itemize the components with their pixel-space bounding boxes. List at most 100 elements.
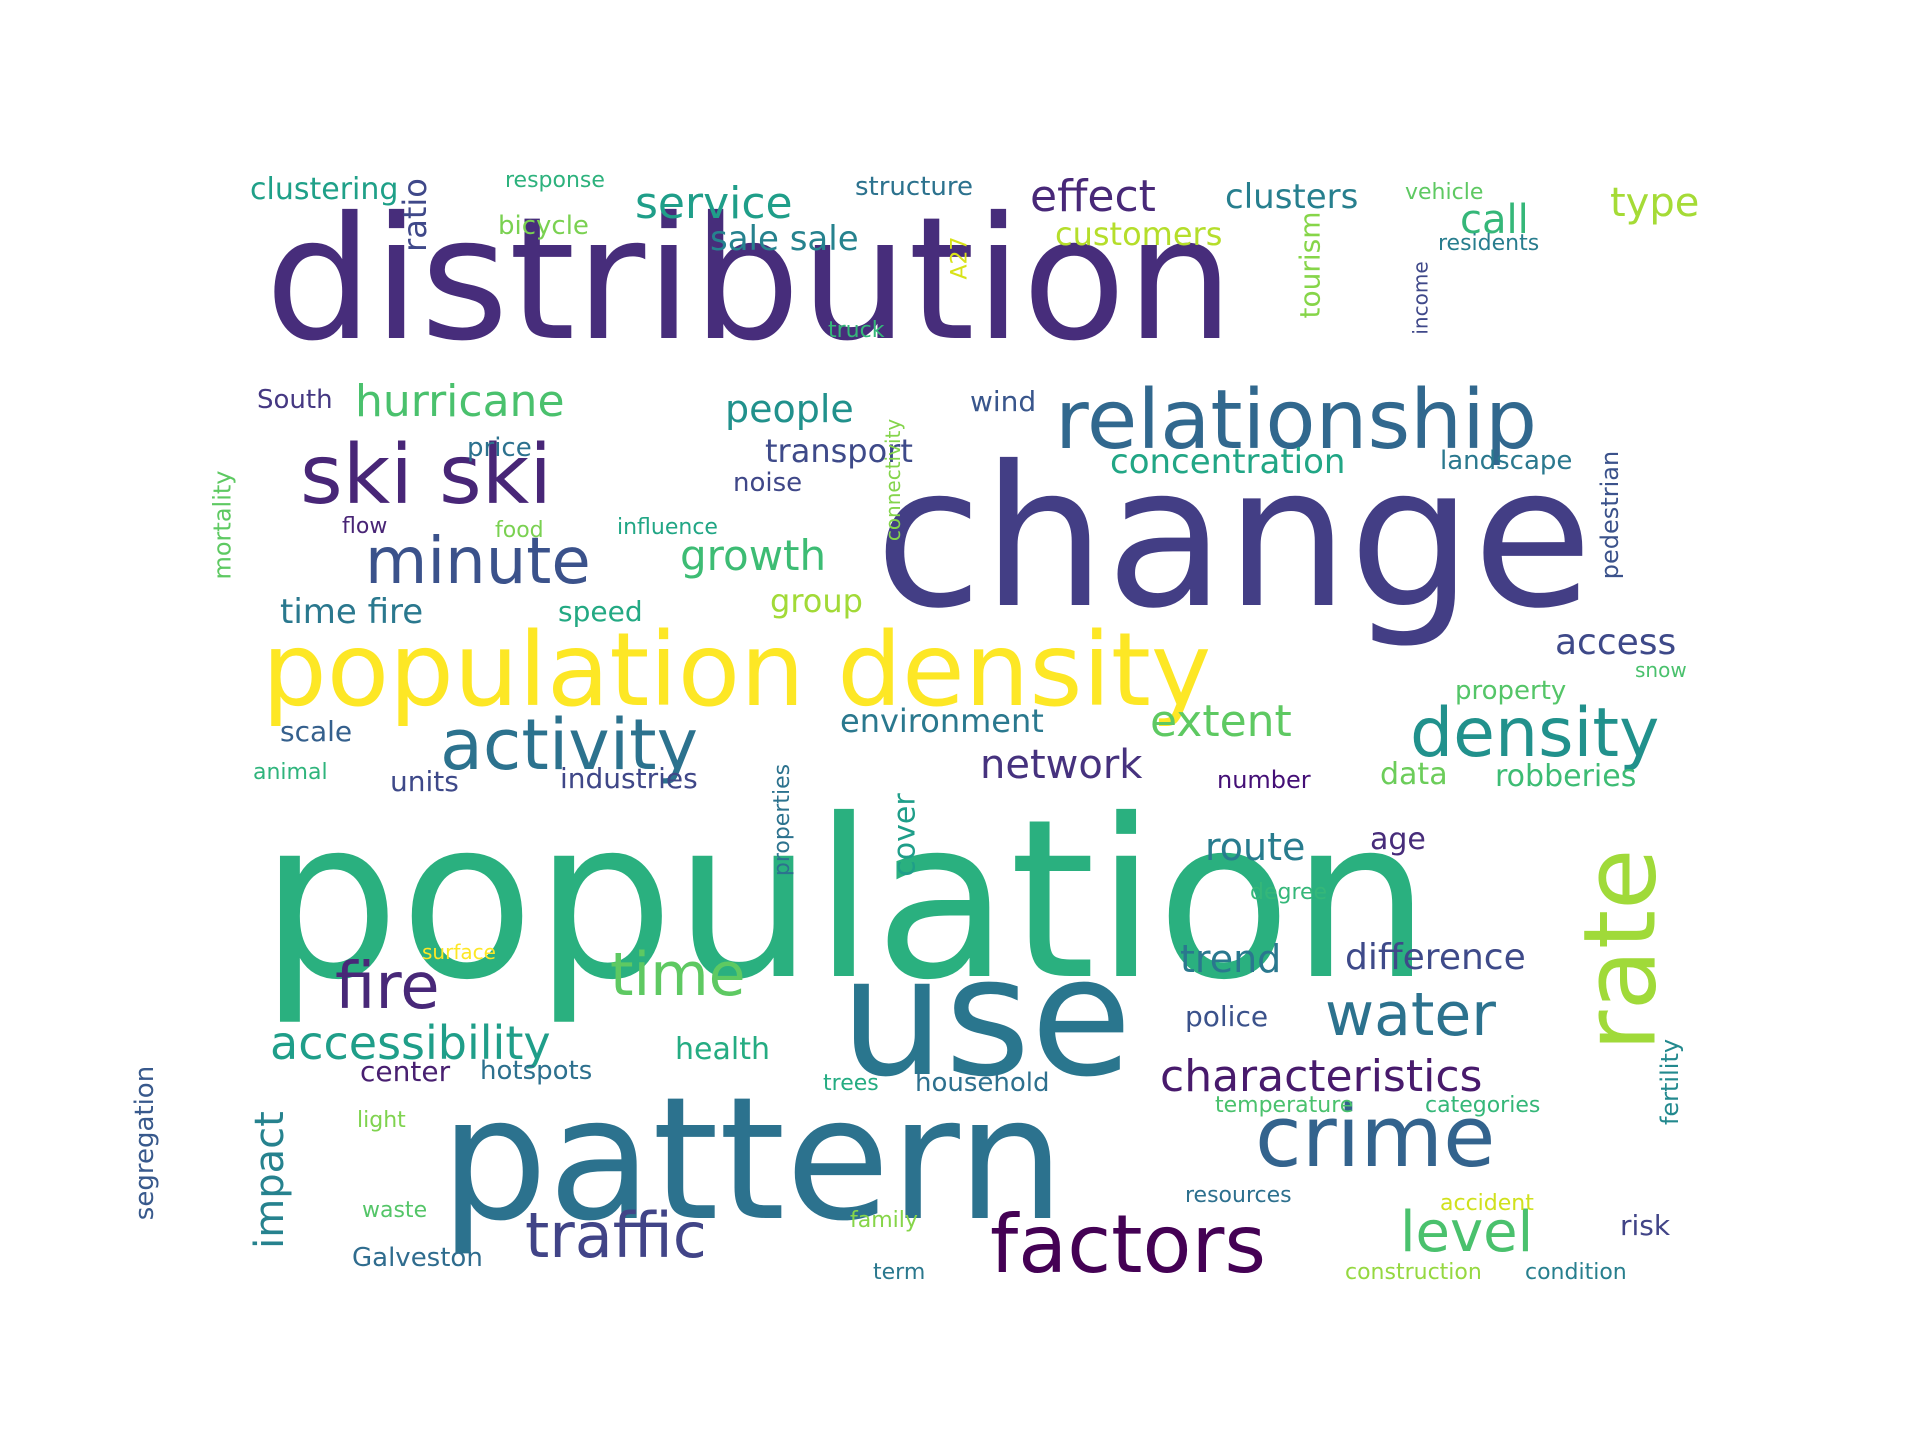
cloud-word: price bbox=[467, 433, 532, 463]
cloud-word: hurricane bbox=[355, 376, 565, 427]
cloud-word: food bbox=[495, 518, 544, 543]
cloud-word: health bbox=[675, 1032, 770, 1067]
cloud-word: data bbox=[1380, 757, 1448, 792]
cloud-word: industries bbox=[560, 762, 698, 795]
cloud-word: waste bbox=[362, 1198, 428, 1223]
cloud-word: concentration bbox=[1110, 442, 1346, 482]
cloud-word: property bbox=[1455, 676, 1567, 706]
cloud-word: extent bbox=[1150, 696, 1292, 747]
cloud-word: speed bbox=[558, 595, 643, 628]
cloud-word: service bbox=[635, 178, 793, 229]
cloud-word: South bbox=[257, 385, 333, 415]
cloud-word: animal bbox=[253, 760, 328, 785]
cloud-word: age bbox=[1370, 822, 1426, 857]
cloud-word: A27 bbox=[947, 236, 973, 280]
cloud-word: surface bbox=[422, 940, 496, 964]
cloud-word: level bbox=[1400, 1200, 1534, 1265]
cloud-word: temperature bbox=[1215, 1093, 1354, 1118]
cloud-word: pedestrian bbox=[1596, 450, 1625, 580]
cloud-word: sale sale bbox=[710, 219, 859, 259]
cloud-word: trend bbox=[1180, 937, 1282, 981]
cloud-word: use bbox=[840, 921, 1133, 1113]
cloud-word: resources bbox=[1185, 1183, 1292, 1208]
cloud-word: clustering bbox=[250, 172, 399, 207]
cloud-word: access bbox=[1555, 622, 1677, 663]
cloud-word: water bbox=[1325, 980, 1496, 1050]
cloud-word: center bbox=[360, 1055, 451, 1088]
cloud-word: flow bbox=[342, 514, 388, 539]
cloud-word: density bbox=[1410, 694, 1660, 773]
cloud-word: income bbox=[1408, 261, 1433, 335]
cloud-word: term bbox=[873, 1260, 926, 1285]
cloud-word: minute bbox=[365, 525, 591, 599]
cloud-word: ski ski bbox=[300, 428, 553, 523]
cloud-word: relationship bbox=[1055, 373, 1537, 468]
cloud-word: activity bbox=[440, 704, 699, 786]
cloud-word: traffic bbox=[525, 1199, 707, 1272]
cloud-word: light bbox=[357, 1108, 406, 1133]
cloud-word: group bbox=[770, 582, 863, 620]
cloud-word: population density bbox=[262, 611, 1212, 730]
cloud-word: bicycle bbox=[498, 211, 589, 241]
cloud-word: difference bbox=[1345, 937, 1526, 978]
cloud-word: accessibility bbox=[270, 1016, 551, 1070]
cloud-word: mortality bbox=[208, 470, 236, 580]
cloud-word: segregation bbox=[130, 1065, 161, 1221]
cloud-word: snow bbox=[1635, 658, 1687, 682]
cloud-word: factors bbox=[990, 1198, 1267, 1291]
cloud-word: population bbox=[260, 772, 1431, 1028]
cloud-word: properties bbox=[770, 763, 796, 877]
cloud-word: transport bbox=[765, 432, 913, 470]
cloud-word: network bbox=[980, 742, 1143, 788]
cloud-word: route bbox=[1205, 825, 1306, 869]
cloud-word: robberies bbox=[1495, 759, 1637, 794]
cloud-word: noise bbox=[733, 468, 803, 498]
cloud-word: risk bbox=[1620, 1209, 1671, 1242]
cloud-word: degree bbox=[1250, 880, 1328, 905]
cloud-word: cover bbox=[887, 793, 923, 877]
cloud-word: impact bbox=[246, 1111, 293, 1249]
cloud-word: residents bbox=[1438, 231, 1540, 256]
cloud-word: wind bbox=[970, 385, 1037, 418]
cloud-word: household bbox=[915, 1068, 1050, 1098]
cloud-word: crime bbox=[1255, 1088, 1496, 1187]
cloud-word: number bbox=[1217, 766, 1311, 794]
cloud-word: trees bbox=[823, 1071, 879, 1096]
cloud-word: fertility bbox=[1656, 1038, 1685, 1126]
cloud-word: rate bbox=[1561, 848, 1679, 1052]
cloud-word: effect bbox=[1030, 171, 1156, 222]
cloud-word: call bbox=[1460, 197, 1529, 243]
cloud-word: time fire bbox=[280, 592, 424, 632]
cloud-word: change bbox=[875, 424, 1593, 651]
cloud-word: ratio bbox=[395, 178, 434, 252]
cloud-word: clusters bbox=[1225, 177, 1359, 217]
cloud-word: truck bbox=[828, 318, 885, 343]
cloud-word: landscape bbox=[1440, 446, 1573, 476]
cloud-word: type bbox=[1610, 180, 1700, 226]
cloud-word: scale bbox=[280, 715, 353, 748]
cloud-word: condition bbox=[1525, 1260, 1627, 1285]
cloud-word: distribution bbox=[265, 181, 1234, 379]
cloud-word: Galveston bbox=[352, 1243, 483, 1273]
cloud-word: connectivity bbox=[881, 418, 906, 542]
cloud-word: characteristics bbox=[1160, 1051, 1483, 1102]
cloud-word: structure bbox=[855, 172, 973, 202]
cloud-word: response bbox=[505, 168, 605, 193]
cloud-word: family bbox=[850, 1208, 918, 1233]
cloud-word: construction bbox=[1345, 1260, 1482, 1285]
cloud-word: people bbox=[725, 387, 854, 431]
cloud-word: time bbox=[610, 940, 746, 1010]
cloud-word: vehicle bbox=[1405, 180, 1484, 205]
cloud-word: environment bbox=[840, 702, 1044, 740]
cloud-word: units bbox=[390, 765, 459, 798]
cloud-word: growth bbox=[680, 531, 827, 580]
cloud-word: pattern bbox=[440, 1061, 1065, 1259]
cloud-word: categories bbox=[1425, 1093, 1541, 1118]
cloud-word: customers bbox=[1055, 215, 1223, 253]
cloud-word: influence bbox=[617, 515, 718, 540]
cloud-word: accident bbox=[1440, 1191, 1534, 1216]
cloud-word: police bbox=[1185, 1000, 1269, 1033]
cloud-word: hotspots bbox=[480, 1056, 593, 1086]
cloud-word: fire bbox=[335, 950, 440, 1024]
